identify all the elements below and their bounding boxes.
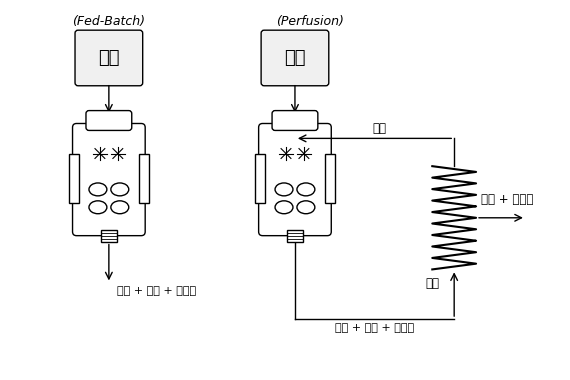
FancyBboxPatch shape — [261, 30, 329, 86]
FancyBboxPatch shape — [139, 154, 149, 203]
FancyBboxPatch shape — [101, 230, 117, 242]
FancyBboxPatch shape — [75, 30, 142, 86]
Text: 세포: 세포 — [373, 122, 386, 135]
Ellipse shape — [111, 201, 129, 214]
Ellipse shape — [89, 201, 107, 214]
FancyBboxPatch shape — [72, 124, 145, 236]
FancyBboxPatch shape — [325, 154, 335, 203]
FancyBboxPatch shape — [287, 230, 303, 242]
Ellipse shape — [297, 201, 315, 214]
Text: (Perfusion): (Perfusion) — [276, 15, 344, 28]
FancyBboxPatch shape — [255, 154, 264, 203]
Ellipse shape — [111, 183, 129, 196]
Ellipse shape — [89, 183, 107, 196]
Text: 세포 + 배지 + 노폐물: 세포 + 배지 + 노폐물 — [335, 323, 414, 333]
Ellipse shape — [275, 183, 293, 196]
FancyBboxPatch shape — [272, 111, 318, 130]
Ellipse shape — [275, 201, 293, 214]
Ellipse shape — [297, 183, 315, 196]
FancyBboxPatch shape — [86, 111, 132, 130]
Text: 배지: 배지 — [98, 49, 120, 67]
Text: 세포 + 배지 + 노폐물: 세포 + 배지 + 노폐물 — [117, 286, 196, 296]
Text: 배지: 배지 — [284, 49, 306, 67]
Text: (Fed-Batch): (Fed-Batch) — [72, 15, 145, 28]
FancyBboxPatch shape — [259, 124, 331, 236]
Text: 필터: 필터 — [425, 277, 439, 290]
FancyBboxPatch shape — [68, 154, 79, 203]
Text: 배지 + 노폐물: 배지 + 노폐물 — [481, 193, 534, 206]
